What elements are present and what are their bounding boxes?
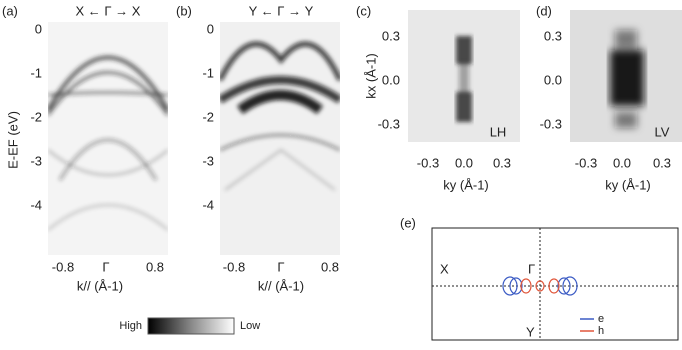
panel-label: (c) <box>356 3 371 18</box>
x-axis-label: ky (Å-1) <box>605 177 651 192</box>
x-tick-label: 0.0 <box>613 155 631 170</box>
y-tick-label: -3 <box>30 153 42 168</box>
y-tick-label: -1 <box>202 65 214 80</box>
polarization: LV <box>655 124 670 139</box>
y-tick-label: -0.3 <box>378 116 400 131</box>
brillouin-zone <box>431 227 679 341</box>
legend-label: e <box>598 313 604 325</box>
y-tick-label: -4 <box>202 197 214 212</box>
point-label: X <box>440 261 449 276</box>
x-tick-label: -0.3 <box>575 155 597 170</box>
y-axis-label: kx (Å-1) <box>363 53 378 99</box>
y-tick-label: -2 <box>30 109 42 124</box>
x-tick-label: 0.0 <box>455 155 473 170</box>
x-tick-label: -0.3 <box>417 155 439 170</box>
colorbar-label: Low <box>240 320 260 332</box>
y-tick-label: 0.3 <box>382 28 400 43</box>
polarization: LH <box>490 124 507 139</box>
y-tick-label: -0.3 <box>540 116 562 131</box>
point-label: Γ <box>528 261 535 276</box>
x-tick-label: -0.8 <box>52 259 74 274</box>
arpes-image <box>48 22 168 255</box>
y-tick-label: -1 <box>30 65 42 80</box>
panel-label: (a) <box>2 3 18 18</box>
colorbar-label: High <box>119 320 142 332</box>
panel-label: (e) <box>400 215 416 230</box>
y-tick-label: -4 <box>30 197 42 212</box>
x-tick-label: 0.8 <box>146 259 164 274</box>
x-tick-label: 0.8 <box>321 259 339 274</box>
y-axis-label: E-EF (eV) <box>5 111 20 169</box>
x-axis-label: k// (Å-1) <box>77 278 123 293</box>
x-tick-label: 0.3 <box>493 155 511 170</box>
fermi-map <box>408 10 520 142</box>
fermi-pockets <box>502 276 578 296</box>
x-tick-label: Γ <box>277 259 284 274</box>
direction: X ← Γ → X <box>76 3 141 18</box>
arpes-image <box>220 22 340 255</box>
y-tick-label: -3 <box>202 153 214 168</box>
y-tick-label: 0.3 <box>544 28 562 43</box>
y-tick-label: 0 <box>35 21 42 36</box>
panel-label: (d) <box>536 3 552 18</box>
x-tick-label: Γ <box>102 259 109 274</box>
x-tick-label: -0.8 <box>223 259 245 274</box>
y-tick-label: 0.0 <box>544 72 562 87</box>
y-tick-label: 0.0 <box>382 72 400 87</box>
x-axis-label: k// (Å-1) <box>258 278 304 293</box>
y-tick-label: 0 <box>207 21 214 36</box>
y-tick-label: -2 <box>202 109 214 124</box>
x-tick-label: 0.3 <box>653 155 671 170</box>
fermi-map <box>570 10 682 142</box>
legend-label: h <box>598 325 604 337</box>
direction: Y ← Γ → Y <box>249 3 314 18</box>
colorbar <box>147 317 235 335</box>
x-axis-label: ky (Å-1) <box>443 177 489 192</box>
point-label: Y <box>526 324 535 339</box>
panel-label: (b) <box>176 3 192 18</box>
